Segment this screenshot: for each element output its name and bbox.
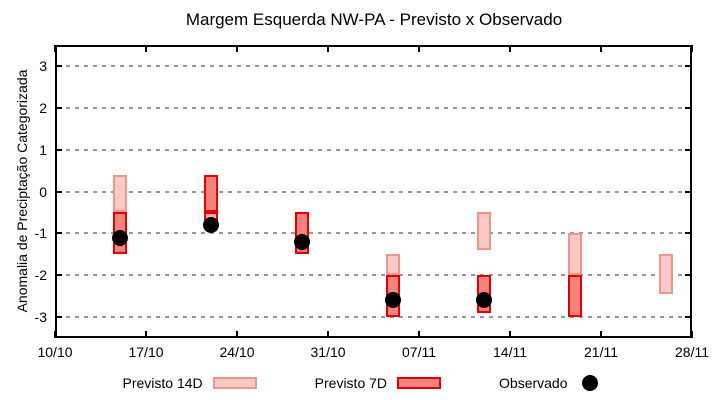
legend-swatch-previsto-14d — [212, 377, 257, 389]
legend-observed-dot-icon — [581, 375, 598, 391]
observed-dot — [112, 229, 128, 246]
y-tick-right — [685, 190, 692, 193]
x-tick-bottom — [418, 331, 420, 338]
legend-item-observado: Observado — [499, 375, 598, 391]
x-tick-top — [327, 45, 329, 52]
x-tick-bottom — [691, 331, 693, 338]
x-tick-label: 24/10 — [219, 344, 255, 360]
chart-title: Margem Esquerda NW-PA - Previsto x Obser… — [185, 10, 563, 29]
gridline-y2 — [57, 106, 690, 109]
y-tick-left — [55, 190, 62, 193]
forecast-bar-7d — [568, 275, 582, 318]
observed-dot — [203, 216, 219, 233]
y-tick-label: 1 — [39, 141, 47, 158]
gridline-y-1 — [57, 232, 690, 235]
forecast-bar-14d — [477, 212, 491, 251]
y-tick-right — [685, 64, 692, 67]
x-tick-top — [145, 45, 147, 52]
x-tick-bottom — [600, 331, 602, 338]
x-tick-bottom — [327, 331, 329, 338]
gridline-y1 — [57, 148, 690, 151]
observed-dot — [476, 292, 492, 309]
y-tick-right — [685, 148, 692, 151]
y-tick-label: -2 — [34, 267, 47, 284]
legend-label-previsto-7d: Previsto 7D — [314, 375, 388, 391]
x-tick-label: 07/11 — [402, 344, 436, 360]
x-tick-label: 28/11 — [675, 344, 709, 360]
y-tick-label: -3 — [34, 309, 47, 326]
x-tick-top — [600, 45, 602, 52]
gridline-y3 — [57, 64, 690, 67]
y-tick-label: 2 — [39, 99, 47, 116]
y-tick-right — [685, 106, 692, 109]
observed-dot — [294, 233, 310, 250]
y-tick-left — [55, 64, 62, 67]
legend-swatch-previsto-7d — [397, 377, 442, 389]
x-tick-label: 10/10 — [37, 344, 73, 360]
x-tick-label: 17/10 — [128, 344, 164, 360]
y-tick-right — [685, 232, 692, 235]
y-tick-right — [685, 274, 692, 277]
gridline-y0 — [57, 190, 690, 193]
x-tick-bottom — [236, 331, 238, 338]
observed-dot — [385, 292, 401, 309]
x-tick-bottom — [54, 331, 56, 338]
forecast-bar-7d — [204, 174, 218, 213]
x-tick-top — [509, 45, 511, 52]
y-tick-label: 3 — [39, 57, 47, 74]
y-tick-left — [55, 106, 62, 109]
y-tick-left — [55, 148, 62, 151]
x-tick-label: 21/11 — [584, 344, 618, 360]
gridline-y-3 — [57, 316, 690, 319]
x-tick-top — [691, 45, 693, 52]
x-tick-label: 14/11 — [493, 344, 527, 360]
forecast-bar-14d — [659, 254, 673, 295]
y-tick-label: 0 — [39, 183, 47, 200]
x-tick-top — [236, 45, 238, 52]
legend-item-previsto-7d: Previsto 7D — [314, 375, 442, 391]
x-tick-bottom — [145, 331, 147, 338]
x-tick-bottom — [509, 331, 511, 338]
y-tick-left — [55, 274, 62, 277]
y-tick-left — [55, 316, 62, 319]
chart-legend: Previsto 14D Previsto 7D Observado — [0, 369, 720, 397]
legend-label-previsto-14d: Previsto 14D — [122, 375, 203, 391]
y-tick-label: -1 — [34, 225, 47, 242]
x-tick-top — [418, 45, 420, 52]
x-tick-top — [54, 45, 56, 52]
forecast-bar-14d — [568, 233, 582, 276]
y-tick-right — [685, 316, 692, 319]
legend-item-previsto-14d: Previsto 14D — [123, 375, 257, 391]
y-tick-left — [55, 232, 62, 235]
legend-label-observado: Observado — [499, 375, 568, 391]
forecast-bar-14d — [113, 174, 127, 213]
forecast-bar-14d — [386, 254, 400, 276]
gridline-y-2 — [57, 274, 690, 277]
x-tick-label: 31/10 — [310, 344, 346, 360]
